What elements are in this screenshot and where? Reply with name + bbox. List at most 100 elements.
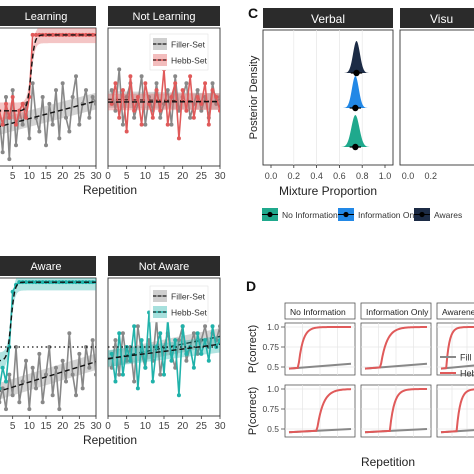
data-point: [0, 386, 2, 391]
data-point: [44, 372, 48, 377]
x-tick-label: 0.2: [288, 171, 301, 181]
data-point: [206, 358, 211, 363]
series-line-hebb: [110, 312, 220, 396]
x-tick-label: 10: [140, 171, 152, 182]
y-tick-label: 0.75: [262, 404, 279, 414]
x-tick-label: 15: [40, 171, 52, 182]
posterior-mean-point: [353, 69, 360, 77]
data-point: [132, 379, 137, 384]
data-point: [113, 379, 118, 384]
data-point: [173, 81, 178, 86]
x-tick-label: 25: [196, 171, 208, 182]
x-tick-label: 20: [177, 421, 189, 432]
data-point: [27, 407, 32, 412]
facet-title: Information Only: [366, 307, 429, 317]
data-point: [135, 324, 140, 329]
data-point: [0, 400, 2, 405]
x-tick-label: 0.2: [425, 171, 438, 181]
data-point: [4, 407, 8, 412]
legend-label: Heb: [460, 369, 474, 379]
facet-strip: [108, 256, 220, 276]
x-tick-label: 25: [74, 171, 86, 182]
data-point: [70, 95, 75, 99]
legend-key-point: [419, 211, 425, 218]
data-point: [210, 81, 215, 86]
data-point: [64, 115, 68, 120]
data-point: [50, 122, 55, 127]
data-point: [169, 95, 174, 99]
x-tick-label: 10: [24, 421, 36, 432]
facet-title: Learning: [25, 11, 68, 23]
data-point: [143, 81, 148, 86]
data-point: [10, 393, 15, 398]
data-point: [10, 88, 15, 93]
y-tick-label: 0.75: [262, 342, 279, 352]
data-point: [184, 358, 189, 363]
x-tick-label: 0.0: [265, 171, 278, 181]
x-tick-label: 0.0: [402, 171, 415, 181]
data-point: [184, 108, 189, 113]
legend-box: [149, 285, 209, 323]
data-point: [7, 157, 12, 162]
data-point: [44, 143, 48, 148]
data-point: [24, 280, 28, 285]
data-point: [34, 32, 38, 37]
data-point: [20, 101, 25, 106]
data-point: [218, 324, 220, 329]
data-point: [57, 136, 62, 141]
data-point: [132, 324, 137, 329]
x-tick-label: 15: [40, 421, 52, 432]
hebb-curve: [288, 388, 352, 434]
facet-strip: [263, 8, 393, 28]
facet-strip: [0, 256, 96, 276]
x-tick-label: 30: [90, 171, 102, 182]
y-tick-label: 1.0: [267, 384, 279, 394]
data-point: [218, 108, 220, 113]
x-tick-label: 10: [140, 421, 152, 432]
hebb-curve: [288, 326, 352, 370]
data-point: [191, 365, 196, 370]
filler-curve: [288, 362, 352, 370]
y-axis-title: Posterior Density: [248, 55, 260, 139]
data-point: [84, 32, 88, 37]
x-tick-label: 30: [90, 421, 102, 432]
data-point: [173, 74, 178, 79]
y-tick-label: 1.0: [267, 322, 279, 332]
data-point: [169, 122, 174, 127]
x-tick-label: 0: [105, 171, 111, 182]
data-point: [191, 331, 196, 336]
data-point: [87, 365, 92, 370]
trend-line: [108, 335, 220, 360]
x-tick-label: 5: [10, 421, 16, 432]
data-point: [124, 129, 129, 134]
data-point: [176, 338, 181, 343]
data-point: [67, 32, 72, 37]
x-tick-label: 25: [74, 421, 86, 432]
data-point: [87, 280, 92, 285]
data-point: [74, 280, 78, 285]
data-point: [180, 324, 185, 329]
data-point: [162, 101, 166, 106]
data-point: [176, 393, 181, 398]
data-point: [80, 386, 85, 391]
data-point: [90, 338, 95, 343]
data-point: [50, 32, 55, 37]
trend-line: [108, 343, 220, 360]
data-point: [120, 88, 125, 93]
x-tick-label: 25: [196, 421, 208, 432]
data-point: [218, 95, 220, 99]
data-point: [47, 345, 52, 349]
data-point: [24, 358, 28, 363]
data-point: [14, 122, 18, 127]
data-point: [191, 115, 196, 120]
confidence-ribbon: [0, 28, 96, 120]
facet-strip: [284, 302, 356, 320]
x-tick-label: 0: [105, 421, 111, 432]
data-point: [117, 115, 122, 120]
y-axis-title: P(correct): [247, 387, 259, 435]
data-point: [120, 331, 125, 336]
data-point: [44, 32, 48, 37]
data-point: [158, 115, 163, 120]
x-tick-label: 0.8: [356, 171, 369, 181]
data-point: [143, 122, 148, 127]
